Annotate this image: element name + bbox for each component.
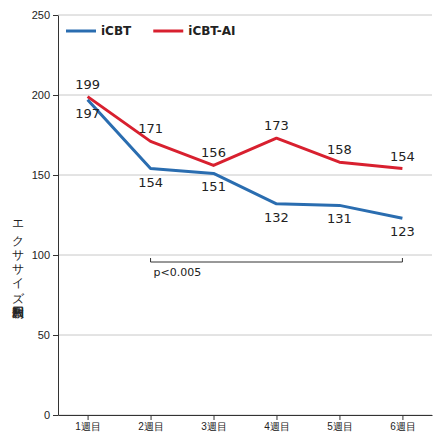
- x-tick-label: 4週目: [264, 421, 290, 432]
- legend-label: iCBT-AI: [188, 24, 235, 38]
- y-tick-mark: [53, 95, 58, 96]
- grid-line: [58, 15, 432, 16]
- x-tick-mark: [276, 415, 277, 420]
- data-label: 171: [138, 121, 163, 136]
- data-label: 132: [264, 210, 289, 225]
- y-tick-label: 50: [38, 329, 50, 341]
- y-tick-mark: [53, 335, 58, 336]
- series-line: [88, 97, 403, 169]
- y-tick-mark: [53, 415, 58, 416]
- legend-swatch: [66, 30, 96, 33]
- x-tick: 3週目: [201, 415, 227, 432]
- y-tick-mark: [53, 15, 58, 16]
- legend-swatch: [153, 30, 183, 33]
- grid: [58, 15, 432, 415]
- y-tick: 0: [44, 409, 58, 421]
- series-line: [88, 100, 403, 218]
- data-label: 123: [390, 224, 415, 239]
- y-tick: 200: [32, 89, 58, 101]
- grid-line: [58, 175, 432, 176]
- x-tick-mark: [88, 415, 89, 420]
- x-tick-mark: [151, 415, 152, 420]
- data-label: 156: [201, 145, 226, 160]
- data-label: 173: [264, 118, 289, 133]
- y-tick-mark: [53, 175, 58, 176]
- y-tick-label: 100: [32, 249, 50, 261]
- x-tick: 5週目: [327, 415, 353, 432]
- data-label: 151: [201, 179, 226, 194]
- annotation-text: p<0.005: [154, 266, 202, 279]
- data-label: 154: [390, 149, 415, 164]
- data-label: 158: [327, 142, 352, 157]
- y-tick: 150: [32, 169, 58, 181]
- x-tick-label: 5週目: [327, 421, 353, 432]
- x-tick-mark: [339, 415, 340, 420]
- x-tick-label: 6週目: [390, 421, 416, 432]
- grid-line: [58, 255, 432, 256]
- x-tick: 2週目: [138, 415, 164, 432]
- y-tick: 50: [38, 329, 58, 341]
- grid-line: [58, 415, 432, 416]
- x-tick-label: 3週目: [201, 421, 227, 432]
- y-axis-title: エクササイズ利用回数: [11, 213, 25, 319]
- y-tick-label: 200: [32, 89, 50, 101]
- grid-line: [58, 95, 432, 96]
- data-label: 154: [138, 175, 163, 190]
- legend-label: iCBT: [101, 24, 132, 38]
- legend-item: iCBT: [66, 24, 132, 38]
- legend-item: iCBT-AI: [153, 24, 235, 38]
- x-tick: 6週目: [390, 415, 416, 432]
- chart: 0501001502002501週目2週目3週目4週目5週目6週目1991971…: [0, 0, 444, 444]
- x-tick: 1週目: [75, 415, 101, 432]
- plot: 0501001502002501週目2週目3週目4週目5週目6週目1991971…: [32, 9, 433, 432]
- x-tick: 4週目: [264, 415, 290, 432]
- x-axis-line: [59, 415, 433, 416]
- y-axis: 0 50 100 150 200 250: [32, 9, 59, 421]
- y-tick: 100: [32, 249, 58, 261]
- grid-line: [58, 335, 432, 336]
- data-label: 197: [75, 106, 100, 121]
- y-tick-label: 150: [32, 169, 50, 181]
- x-tick-label: 1週目: [75, 421, 101, 432]
- annotation: p<0.005: [151, 258, 403, 279]
- y-tick: 250: [32, 9, 58, 21]
- lines: [88, 97, 403, 219]
- x-tick-label: 2週目: [138, 421, 164, 432]
- data-label: 131: [327, 211, 352, 226]
- y-tick-label: 250: [32, 9, 50, 21]
- legend: iCBT iCBT-AI: [66, 24, 236, 38]
- y-axis-line: [58, 16, 59, 416]
- x-tick-mark: [214, 415, 215, 420]
- x-tick-mark: [402, 415, 403, 420]
- bracket: [151, 258, 403, 262]
- y-tick-mark: [53, 255, 58, 256]
- y-tick-label: 0: [44, 409, 50, 421]
- data-label: 199: [75, 77, 100, 92]
- x-axis: 1週目 2週目 3週目 4週目 5週目 6週目: [59, 415, 433, 432]
- data-labels: 199 197 171 154 156 151 173 132 158 131 154 123: [75, 77, 415, 240]
